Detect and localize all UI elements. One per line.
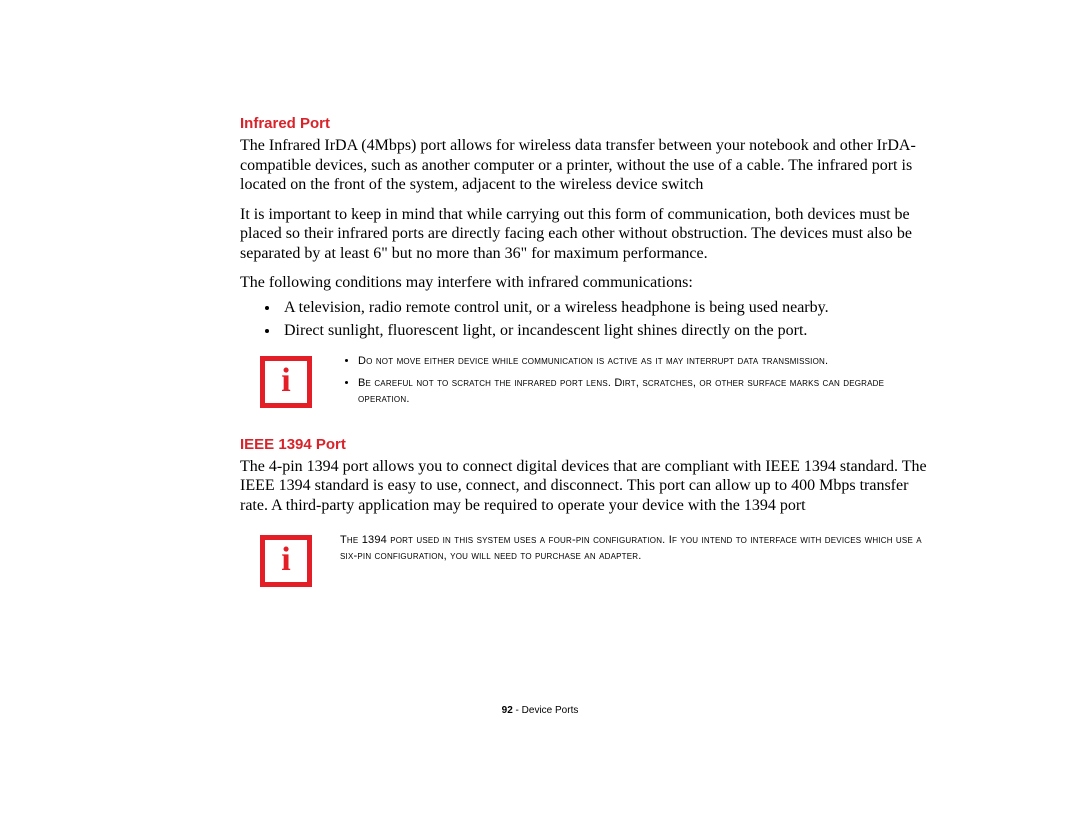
ieee1394-note-block: i The 1394 port used in this system uses… [260,533,930,587]
infrared-note-list: Do not move either device while communic… [340,354,930,414]
ieee1394-para-1: The 4-pin 1394 port allows you to connec… [240,457,930,516]
infrared-note-block: i Do not move either device while commun… [260,354,930,414]
infrared-port-heading: Infrared Port [240,115,930,132]
ieee1394-port-heading: IEEE 1394 Port [240,436,930,453]
list-item: Do not move either device while communic… [358,354,930,370]
list-item: A television, radio remote control unit,… [280,297,930,319]
infrared-para-1: The Infrared IrDA (4Mbps) port allows fo… [240,136,930,195]
footer-section: Device Ports [522,705,579,716]
info-icon-glyph: i [281,364,290,398]
infrared-conditions-list: A television, radio remote control unit,… [240,297,930,342]
info-icon: i [260,356,312,408]
ieee1394-note-text: The 1394 port used in this system uses a… [340,533,930,565]
list-item: Direct sunlight, fluorescent light, or i… [280,320,930,342]
info-icon-glyph: i [281,543,290,577]
footer-separator: - [513,705,522,716]
document-page: Infrared Port The Infrared IrDA (4Mbps) … [0,0,1080,834]
infrared-para-3: The following conditions may interfere w… [240,273,930,293]
list-item: Be careful not to scratch the infrared p… [358,376,930,408]
page-footer: 92 - Device Ports [0,705,1080,716]
info-icon: i [260,535,312,587]
infrared-para-2: It is important to keep in mind that whi… [240,205,930,264]
page-number: 92 [502,705,513,716]
